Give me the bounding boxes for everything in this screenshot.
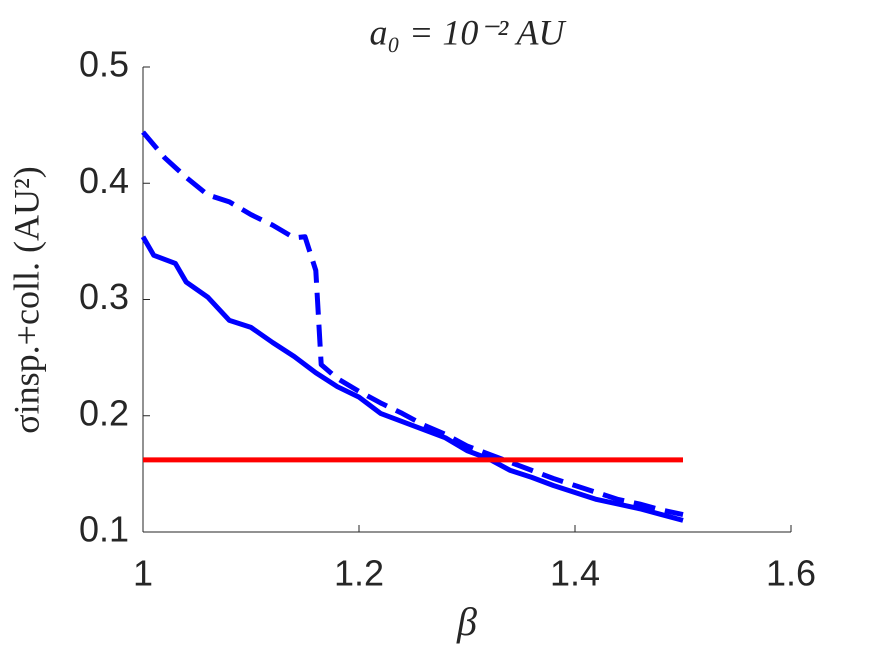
x-axis-label: β xyxy=(456,599,477,644)
x-tick-label: 1.6 xyxy=(766,553,816,594)
y-tick-label: 0.5 xyxy=(79,44,129,85)
y-axis-label: σinsp.+coll. (AU²) xyxy=(6,166,46,433)
y-tick-label: 0.2 xyxy=(79,392,129,433)
x-tick-label: 1 xyxy=(133,553,153,594)
chart-title: a₀ = 10⁻² AU xyxy=(370,12,567,52)
x-tick-label: 1.4 xyxy=(550,553,600,594)
data-line xyxy=(140,235,684,523)
y-tick-label: 0.4 xyxy=(79,160,129,201)
data-line xyxy=(141,130,684,518)
y-tick-label: 0.1 xyxy=(79,509,129,550)
x-tick-label: 1.2 xyxy=(334,553,384,594)
y-tick-label: 0.3 xyxy=(79,276,129,317)
